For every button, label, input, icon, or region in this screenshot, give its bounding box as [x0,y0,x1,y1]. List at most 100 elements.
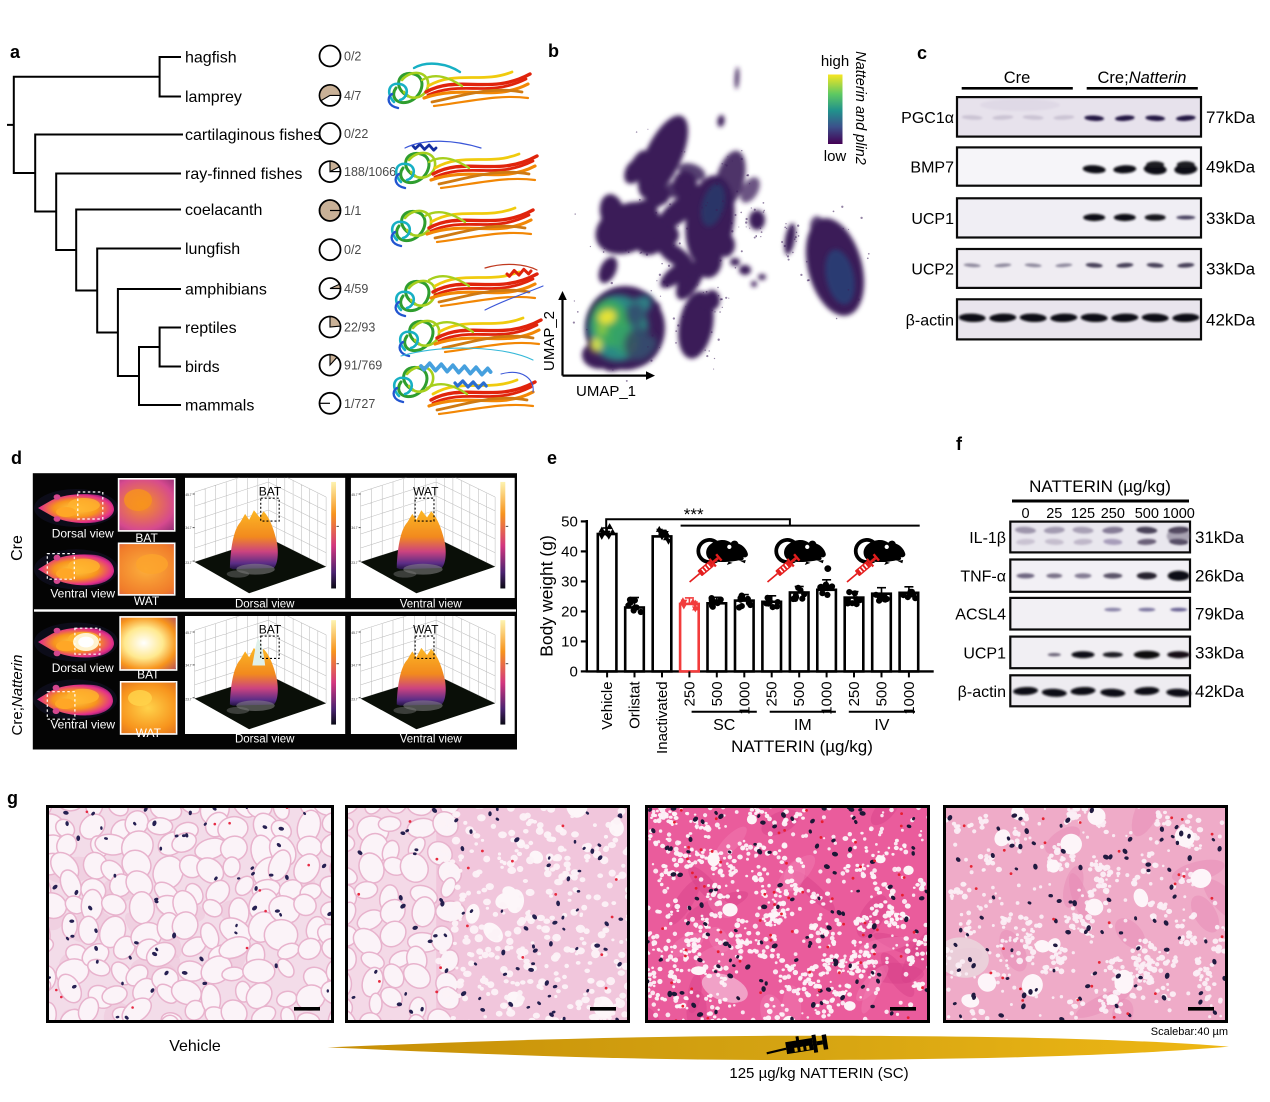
svg-text:125 µg/kg NATTERIN (SC): 125 µg/kg NATTERIN (SC) [729,1065,908,1082]
svg-text:45.7: 45.7 [185,631,191,635]
svg-text:1000: 1000 [819,681,836,714]
svg-text:SC: SC [713,717,735,734]
svg-text:23.7: 23.7 [185,561,191,565]
svg-text:23.7: 23.7 [351,698,357,702]
svg-text:0: 0 [1021,506,1029,522]
svg-text:0/2: 0/2 [344,243,361,257]
svg-text:34.7: 34.7 [351,526,357,530]
svg-text:hagfish: hagfish [185,50,237,67]
svg-text:23.7: 23.7 [351,561,357,565]
svg-text:IL-1β: IL-1β [969,530,1006,547]
svg-text:26kDa: 26kDa [1195,567,1245,586]
svg-text:4/59: 4/59 [344,282,368,296]
svg-text:reptiles: reptiles [185,320,237,337]
svg-text:Body weight (g): Body weight (g) [540,535,557,657]
svg-text:40: 40 [561,543,578,560]
svg-text:0/2: 0/2 [344,50,361,64]
svg-text:NATTERIN (µg/kg): NATTERIN (µg/kg) [1029,477,1171,496]
svg-text:34.7: 34.7 [185,526,191,530]
svg-text:0: 0 [569,663,577,680]
svg-text:low: low [824,148,847,165]
svg-text:UCP2: UCP2 [911,261,954,278]
svg-text:birds: birds [185,359,220,376]
svg-text:UCP1: UCP1 [963,645,1006,662]
svg-text:coelacanth: coelacanth [185,202,262,219]
svg-text:ACSL4: ACSL4 [955,607,1006,624]
svg-text:250: 250 [846,681,863,706]
svg-text:Cre: Cre [1004,69,1031,87]
svg-text:25: 25 [1046,506,1062,522]
svg-text:500: 500 [791,681,808,706]
svg-text:WAT: WAT [413,485,439,499]
svg-text:Orlistat: Orlistat [627,681,644,729]
svg-text:0/22: 0/22 [344,127,368,141]
svg-text:1/727: 1/727 [344,397,375,411]
svg-text:250: 250 [1101,506,1125,522]
svg-text:d: d [11,448,22,468]
svg-text:34.7: 34.7 [351,663,357,667]
svg-text:500: 500 [874,681,891,706]
svg-text:45.7: 45.7 [351,493,357,497]
svg-text:10: 10 [561,633,578,650]
svg-text:33kDa: 33kDa [1206,259,1256,278]
svg-text:lungfish: lungfish [185,241,240,258]
svg-text:Ventral view: Ventral view [400,599,463,611]
svg-text:WAT: WAT [136,726,162,740]
svg-text:22/93: 22/93 [344,321,375,335]
svg-text:500: 500 [709,681,726,706]
svg-text:42kDa: 42kDa [1195,682,1245,701]
svg-text:TNF-α: TNF-α [960,569,1006,586]
svg-text:50: 50 [561,513,578,530]
svg-text:***: *** [684,505,704,524]
svg-text:34.7: 34.7 [185,663,191,667]
svg-text:UMAP_1: UMAP_1 [576,383,636,400]
svg-text:30: 30 [561,573,578,590]
svg-text:amphibians: amphibians [185,282,267,299]
svg-text:Cre;Natterin: Cre;Natterin [1098,69,1187,87]
svg-text:ray-finned fishes: ray-finned fishes [185,166,302,183]
svg-text:NATTERIN (µg/kg): NATTERIN (µg/kg) [731,737,873,756]
svg-text:42kDa: 42kDa [1206,310,1256,329]
svg-text:Ventral view: Ventral view [50,587,115,601]
svg-text:BAT: BAT [259,485,282,499]
svg-text:β-actin: β-actin [958,684,1006,701]
svg-text:1000: 1000 [736,681,753,714]
svg-text:Ventral view: Ventral view [50,718,115,732]
svg-text:BAT: BAT [135,531,158,545]
svg-text:IV: IV [874,717,889,734]
svg-text:Natterin and plin2: Natterin and plin2 [852,51,868,165]
svg-text:Dorsal view: Dorsal view [235,734,295,746]
svg-text:250: 250 [764,681,781,706]
svg-text:BAT: BAT [259,623,282,637]
svg-text:Cre;Natterin: Cre;Natterin [9,655,26,736]
svg-text:Dorsal view: Dorsal view [235,599,295,611]
svg-text:1/1: 1/1 [344,204,361,218]
svg-text:lamprey: lamprey [185,89,242,106]
svg-text:79kDa: 79kDa [1195,605,1245,624]
svg-text:45.7: 45.7 [185,493,191,497]
svg-text:20: 20 [561,603,578,620]
svg-text:31kDa: 31kDa [1195,528,1245,547]
svg-text:WAT: WAT [134,594,160,608]
svg-text:91/769: 91/769 [344,359,382,373]
svg-text:125: 125 [1071,506,1095,522]
svg-text:Inactivated: Inactivated [654,681,671,754]
svg-text:b: b [548,41,559,61]
svg-text:e: e [547,448,557,468]
svg-text:500: 500 [1135,506,1159,522]
svg-text:a: a [10,42,21,62]
svg-text:Vehicle: Vehicle [599,681,616,729]
svg-text:WAT: WAT [413,623,439,637]
svg-text:Dorsal view: Dorsal view [52,527,114,541]
svg-text:PGC1α: PGC1α [901,110,954,127]
svg-text:33kDa: 33kDa [1195,643,1245,662]
svg-text:BAT: BAT [137,667,160,681]
svg-text:4/7: 4/7 [344,89,361,103]
svg-text:high: high [821,53,849,70]
svg-text:IM: IM [794,717,812,734]
svg-text:1000: 1000 [1163,506,1195,522]
svg-text:250: 250 [681,681,698,706]
svg-text:Scalebar:40 µm: Scalebar:40 µm [1151,1026,1228,1038]
svg-text:45.7: 45.7 [351,631,357,635]
svg-text:β-actin: β-actin [906,312,954,329]
